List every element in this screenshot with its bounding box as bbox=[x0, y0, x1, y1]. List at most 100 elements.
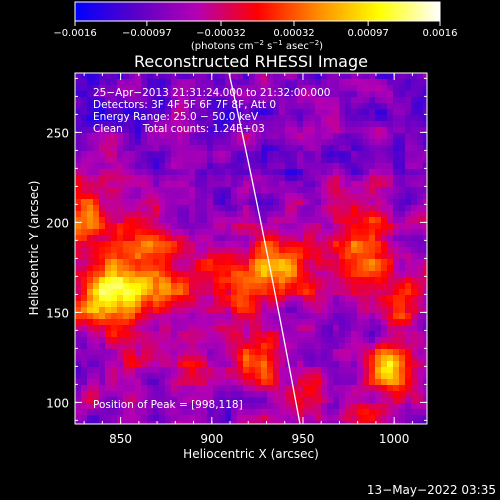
heatmap-cell bbox=[129, 277, 136, 284]
heatmap-cell bbox=[249, 187, 256, 194]
heatmap-cell bbox=[129, 265, 136, 272]
heatmap-cell bbox=[195, 115, 202, 122]
heatmap-cell bbox=[201, 349, 208, 356]
heatmap-cell bbox=[345, 235, 352, 242]
heatmap-cell bbox=[327, 229, 334, 236]
heatmap-cell bbox=[141, 247, 148, 254]
heatmap-cell bbox=[321, 397, 328, 404]
heatmap-cell bbox=[297, 85, 304, 92]
heatmap-cell bbox=[117, 295, 124, 302]
heatmap-cell bbox=[123, 361, 130, 368]
heatmap-cell bbox=[195, 373, 202, 380]
heatmap-cell bbox=[405, 97, 412, 104]
heatmap-cell bbox=[219, 319, 226, 326]
heatmap-cell bbox=[117, 193, 124, 200]
heatmap-cell bbox=[297, 403, 304, 410]
heatmap-cell bbox=[423, 403, 427, 410]
heatmap-cell bbox=[339, 325, 346, 332]
heatmap-cell bbox=[135, 307, 142, 314]
heatmap-cell bbox=[351, 205, 358, 212]
heatmap-cell bbox=[369, 307, 376, 314]
heatmap-cell bbox=[351, 367, 358, 374]
heatmap-cell bbox=[87, 241, 94, 248]
heatmap-cell bbox=[123, 85, 130, 92]
heatmap-cell bbox=[309, 313, 316, 320]
heatmap-cell bbox=[351, 145, 358, 152]
heatmap-cell bbox=[411, 265, 418, 272]
heatmap-cell bbox=[207, 115, 214, 122]
heatmap-cell bbox=[297, 247, 304, 254]
heatmap-cell bbox=[111, 313, 118, 320]
heatmap-cell bbox=[291, 331, 298, 338]
heatmap-cell bbox=[147, 355, 154, 362]
heatmap-cell bbox=[201, 73, 208, 80]
heatmap-cell bbox=[279, 337, 286, 344]
heatmap-cell bbox=[375, 265, 382, 272]
heatmap-cell bbox=[219, 367, 226, 374]
heatmap-cell bbox=[387, 121, 394, 128]
heatmap-cell bbox=[201, 337, 208, 344]
heatmap-cell bbox=[303, 79, 310, 86]
heatmap-cell bbox=[123, 181, 130, 188]
heatmap-cell bbox=[153, 283, 160, 290]
heatmap-cell bbox=[309, 319, 316, 326]
heatmap-cell bbox=[147, 175, 154, 182]
heatmap-cell bbox=[183, 187, 190, 194]
heatmap-cell bbox=[207, 325, 214, 332]
heatmap-cell bbox=[177, 421, 184, 424]
heatmap-cell bbox=[105, 379, 112, 386]
heatmap-cell bbox=[279, 289, 286, 296]
heatmap-cell bbox=[285, 175, 292, 182]
heatmap-cell bbox=[81, 79, 88, 86]
heatmap-cell bbox=[135, 253, 142, 260]
heatmap-cell bbox=[93, 79, 100, 86]
heatmap-cell bbox=[315, 139, 322, 146]
heatmap-cell bbox=[369, 79, 376, 86]
heatmap-cell bbox=[237, 241, 244, 248]
heatmap-cell bbox=[273, 397, 280, 404]
heatmap-cell bbox=[261, 217, 268, 224]
heatmap-cell bbox=[333, 349, 340, 356]
heatmap-cell bbox=[159, 139, 166, 146]
heatmap-cell bbox=[195, 127, 202, 134]
heatmap-cell bbox=[273, 145, 280, 152]
heatmap-cell bbox=[141, 139, 148, 146]
heatmap-cell bbox=[141, 391, 148, 398]
heatmap-cell bbox=[285, 139, 292, 146]
heatmap-cell bbox=[189, 157, 196, 164]
heatmap-cell bbox=[75, 193, 82, 200]
heatmap-cell bbox=[135, 271, 142, 278]
heatmap-cell bbox=[357, 277, 364, 284]
heatmap-cell bbox=[399, 127, 406, 134]
heatmap-cell bbox=[99, 163, 106, 170]
heatmap-cell bbox=[423, 391, 427, 398]
heatmap-cell bbox=[381, 361, 388, 368]
heatmap-cell bbox=[351, 235, 358, 242]
heatmap-cell bbox=[411, 289, 418, 296]
heatmap-cell bbox=[75, 397, 82, 404]
heatmap-cell bbox=[279, 307, 286, 314]
heatmap-cell bbox=[285, 235, 292, 242]
heatmap-cell bbox=[171, 169, 178, 176]
heatmap-cell bbox=[411, 187, 418, 194]
heatmap-cell bbox=[399, 133, 406, 140]
heatmap-cell bbox=[405, 247, 412, 254]
heatmap-cell bbox=[231, 313, 238, 320]
heatmap-cell bbox=[153, 79, 160, 86]
heatmap-cell bbox=[255, 301, 262, 308]
heatmap-cell bbox=[243, 169, 250, 176]
heatmap-cell bbox=[213, 409, 220, 416]
heatmap-cell bbox=[99, 319, 106, 326]
heatmap-cell bbox=[171, 241, 178, 248]
heatmap-cell bbox=[135, 115, 142, 122]
heatmap-cell bbox=[405, 379, 412, 386]
heatmap-cell bbox=[237, 73, 244, 80]
heatmap-cell bbox=[105, 409, 112, 416]
heatmap-cell bbox=[387, 403, 394, 410]
heatmap-cell bbox=[375, 247, 382, 254]
heatmap-cell bbox=[123, 349, 130, 356]
heatmap-cell bbox=[249, 169, 256, 176]
heatmap-cell bbox=[327, 271, 334, 278]
heatmap-cell bbox=[321, 349, 328, 356]
heatmap-cell bbox=[129, 205, 136, 212]
